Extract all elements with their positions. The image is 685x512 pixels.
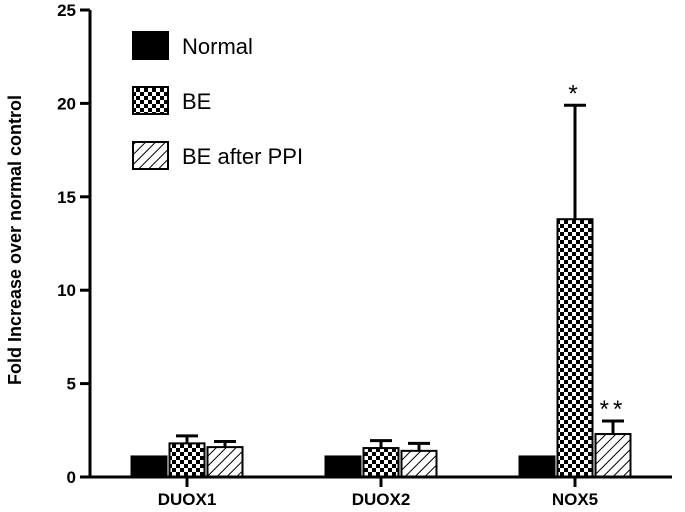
legend-label: BE: [182, 89, 211, 114]
y-tick-label: 20: [57, 94, 76, 113]
bar-solid: [130, 455, 168, 478]
legend-swatch-checker: [132, 86, 169, 115]
y-axis-label: Fold Increase over normal control: [5, 95, 25, 385]
y-tick-label: 0: [67, 468, 76, 487]
y-tick-label: 10: [57, 281, 76, 300]
legend-label: BE after PPI: [182, 144, 303, 169]
error-bars-group: [176, 103, 624, 451]
bar-hatch: [400, 449, 438, 478]
x-tick-label: NOX5: [552, 490, 598, 509]
legend: Normal BE BE after PPI: [132, 31, 303, 170]
bar-hatch: [594, 433, 632, 479]
axes-group: 0 5 10 15 20 25 DUOX1 DUOX2 NOX5: [57, 1, 672, 509]
legend-label: Normal: [182, 34, 253, 59]
significance-marker: **: [600, 396, 627, 423]
significance-marker: *: [568, 80, 581, 107]
annotations-group: ***: [568, 80, 627, 423]
bar-checker: [168, 442, 206, 479]
bars-group: [130, 218, 632, 479]
bar-checker: [556, 218, 594, 478]
y-tick-label: 25: [57, 1, 76, 20]
legend-swatch-solid: [132, 31, 169, 60]
legend-swatch-hatch: [132, 141, 169, 170]
bar-hatch: [206, 446, 244, 478]
y-tick-label: 5: [67, 375, 76, 394]
bar-checker: [362, 447, 400, 478]
y-tick-label: 15: [57, 188, 76, 207]
bar-solid: [518, 455, 556, 478]
x-tick-label: DUOX1: [158, 490, 217, 509]
x-tick-label: DUOX2: [352, 490, 411, 509]
bar-solid: [324, 455, 362, 478]
